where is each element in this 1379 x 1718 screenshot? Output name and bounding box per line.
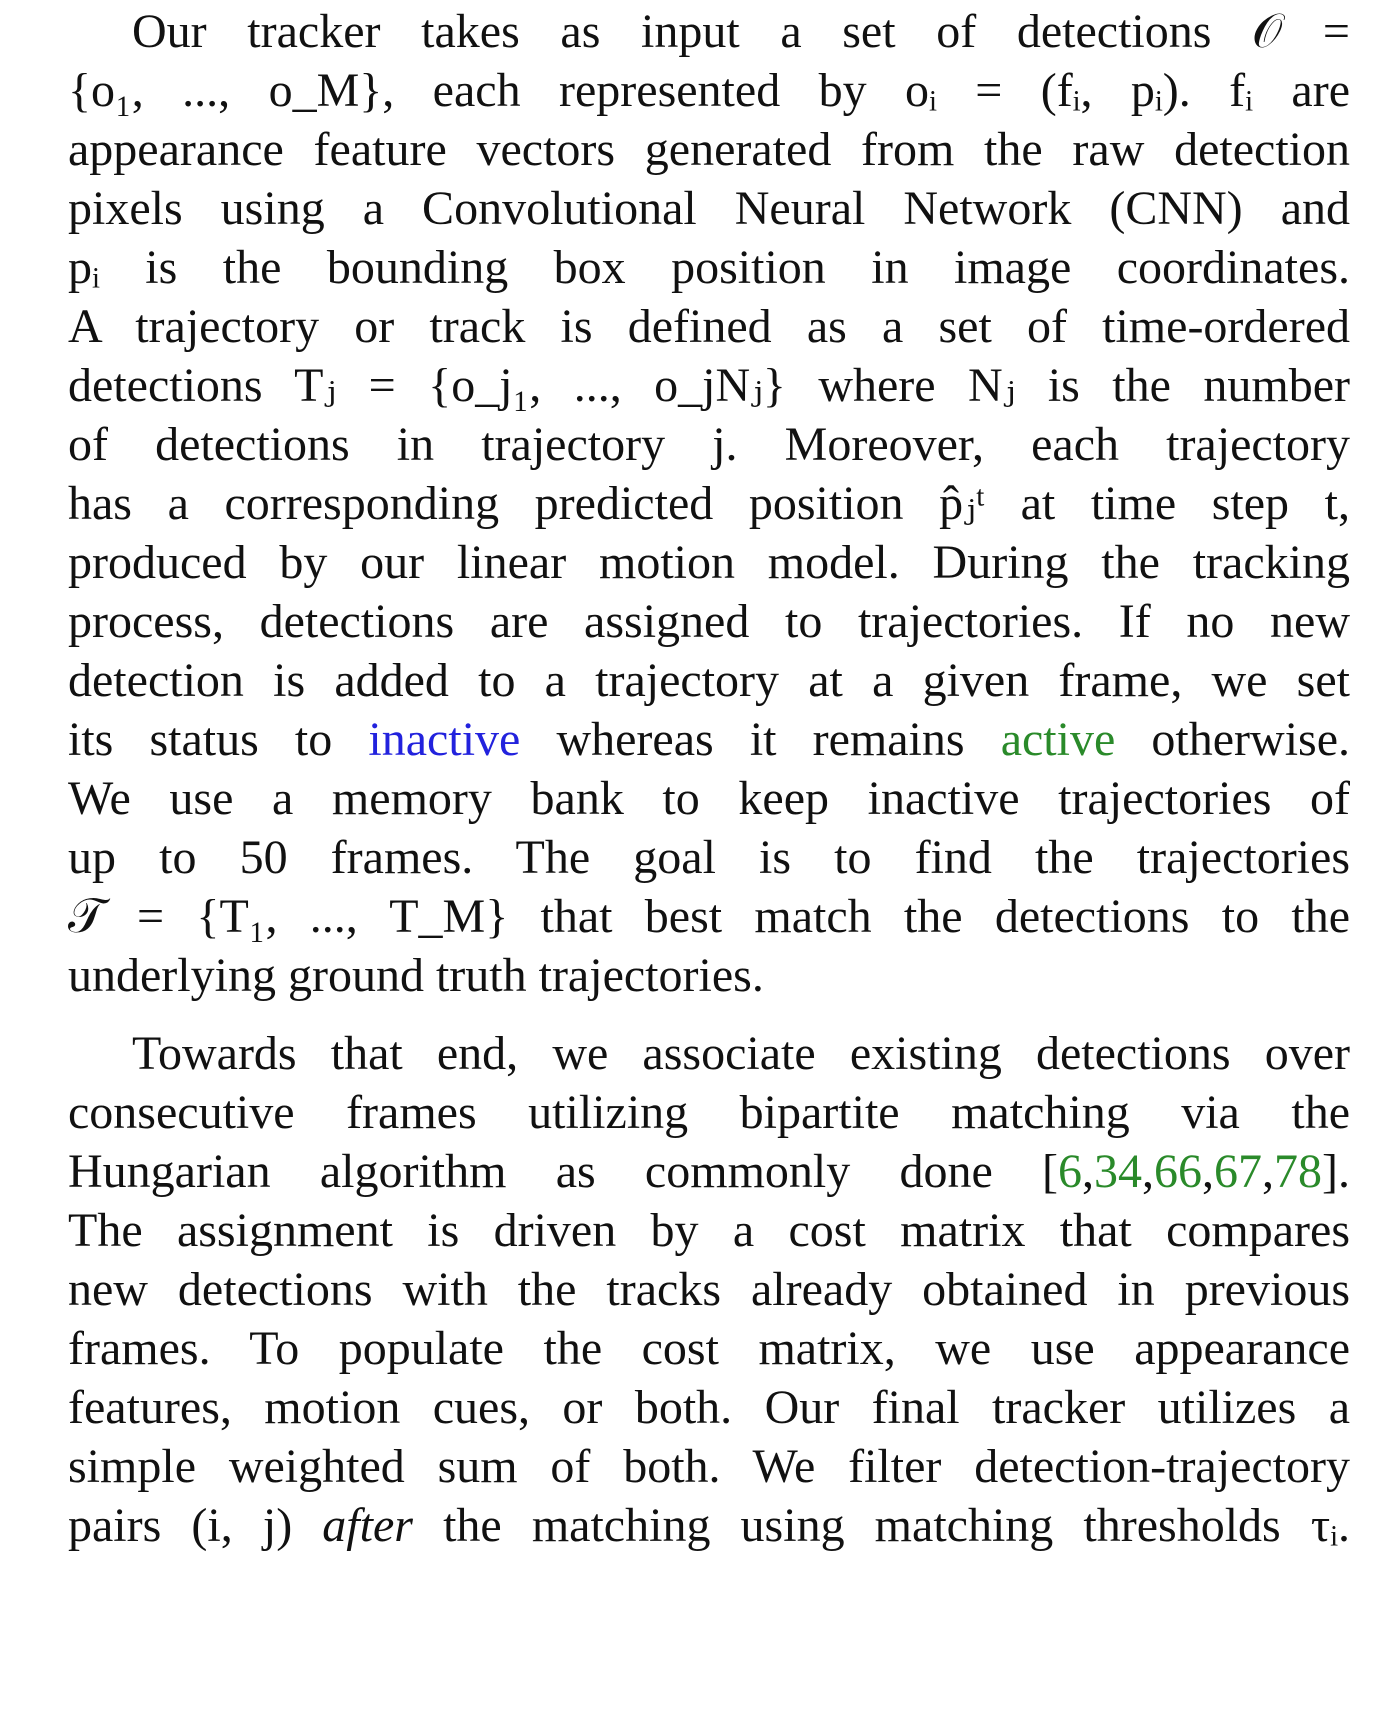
para1-line-5: pᵢ is the bounding box position in image… <box>68 241 1350 294</box>
threshold-text: the matching using matching thresholds τ… <box>412 1499 1350 1552</box>
para2-line-9: pairs (i, j) after the matching using ma… <box>68 1496 1350 1556</box>
para2-line-4: The assignment is driven by a cost matri… <box>68 1204 1350 1257</box>
para1-line-10: produced by our linear motion model. Dur… <box>68 536 1350 589</box>
status-text-middle: whereas it remains <box>520 713 1001 766</box>
para1-line-17: underlying ground truth trajectories. <box>68 949 764 1002</box>
pairs-text: pairs (i, j) <box>68 1499 323 1552</box>
para2-line-7: features, motion cues, or both. Our fina… <box>68 1381 1350 1434</box>
para2-line-1: Towards that end, we associate existing … <box>132 1027 1350 1080</box>
citation-close-text: ]. <box>1322 1145 1350 1198</box>
para1-line-9: has a corresponding predicted position p… <box>68 477 1350 530</box>
citation-34[interactable]: 34 <box>1094 1145 1143 1198</box>
para2-line-8: simple weighted sum of both. We filter d… <box>68 1440 1350 1493</box>
para1-line-11: process, detections are assigned to traj… <box>68 595 1350 648</box>
citation-78[interactable]: 78 <box>1274 1145 1323 1198</box>
para1-line-13: its status to inactive whereas it remain… <box>68 710 1350 770</box>
active-keyword: active <box>1000 713 1116 766</box>
citation-lead-text: Hungarian algorithm as commonly done [ <box>68 1145 1059 1198</box>
status-text-before: its status to <box>68 713 369 766</box>
para2-line-3: Hungarian algorithm as commonly done [6,… <box>68 1145 1350 1198</box>
citation-6[interactable]: 6 <box>1058 1145 1083 1198</box>
para1-line-3: appearance feature vectors generated fro… <box>68 123 1350 176</box>
para1-line-4: pixels using a Convolutional Neural Netw… <box>68 182 1350 235</box>
para1-line-16: 𝒯 = {T₁, ..., T_M} that best match the d… <box>68 890 1350 943</box>
inactive-keyword: inactive <box>368 713 521 766</box>
citation-67[interactable]: 67 <box>1214 1145 1263 1198</box>
para1-line-6: A trajectory or track is defined as a se… <box>68 300 1350 353</box>
para2-line-2: consecutive frames utilizing bipartite m… <box>68 1086 1350 1139</box>
para1-line-1: Our tracker takes as input a set of dete… <box>132 5 1350 58</box>
para2-line-5: new detections with the tracks already o… <box>68 1263 1350 1316</box>
citation-66[interactable]: 66 <box>1154 1145 1203 1198</box>
para1-line-14: We use a memory bank to keep inactive tr… <box>68 772 1350 825</box>
after-emphasis: after <box>322 1499 413 1552</box>
para1-line-2: {o₁, ..., o_M}, each represented by oᵢ =… <box>68 64 1350 117</box>
para2-line-6: frames. To populate the cost matrix, we … <box>68 1322 1350 1375</box>
para1-line-12: detection is added to a trajectory at a … <box>68 654 1350 707</box>
para1-line-7: detections Tⱼ = {o_j₁, ..., o_jNⱼ} where… <box>68 359 1350 412</box>
para1-line-15: up to 50 frames. The goal is to find the… <box>68 831 1350 884</box>
para1-line-8: of detections in trajectory j. Moreover,… <box>68 418 1350 471</box>
status-text-after: otherwise. <box>1115 713 1351 766</box>
